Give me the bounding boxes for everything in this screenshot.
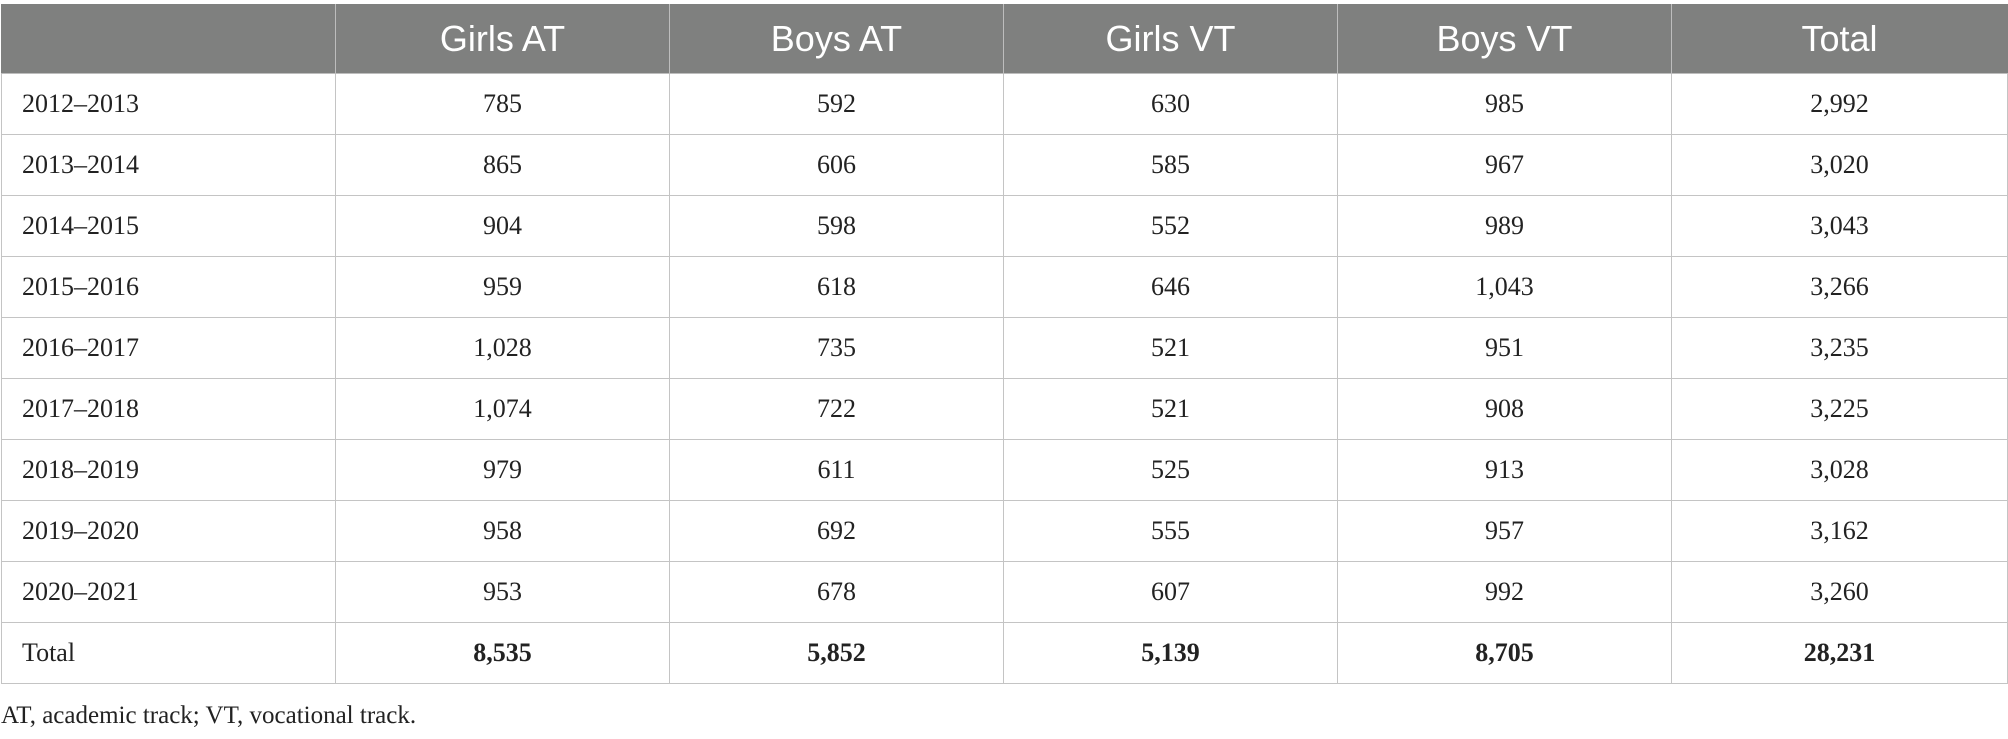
header-cell-girls-at: Girls AT	[335, 4, 670, 74]
table-body: 2012–2013 785 592 630 985 2,992 2013–201…	[1, 73, 2008, 684]
row-label-cell: 2019–2020	[1, 500, 336, 562]
table-footnote: AT, academic track; VT, vocational track…	[1, 702, 417, 729]
value-cell: 908	[1337, 378, 1672, 440]
table-total-row: Total 8,535 5,852 5,139 8,705 28,231	[1, 622, 2008, 684]
row-label-cell: 2015–2016	[1, 256, 336, 318]
row-label-cell: 2018–2019	[1, 439, 336, 501]
value-cell: 1,028	[335, 317, 670, 379]
total-value-cell: 28,231	[1671, 622, 2008, 684]
value-cell: 630	[1003, 73, 1338, 135]
row-label-cell: 2020–2021	[1, 561, 336, 623]
value-cell: 678	[669, 561, 1004, 623]
value-cell: 958	[335, 500, 670, 562]
row-label-cell: 2016–2017	[1, 317, 336, 379]
value-cell: 3,225	[1671, 378, 2008, 440]
header-cell-year	[1, 4, 336, 74]
total-value-cell: 8,535	[335, 622, 670, 684]
table-row: 2017–2018 1,074 722 521 908 3,225	[1, 378, 2008, 440]
header-cell-total: Total	[1671, 4, 2008, 74]
header-cell-boys-vt: Boys VT	[1337, 4, 1672, 74]
table-row: 2012–2013 785 592 630 985 2,992	[1, 73, 2008, 135]
value-cell: 985	[1337, 73, 1672, 135]
value-cell: 607	[1003, 561, 1338, 623]
value-cell: 592	[669, 73, 1004, 135]
table-row: 2015–2016 959 618 646 1,043 3,266	[1, 256, 2008, 318]
value-cell: 555	[1003, 500, 1338, 562]
value-cell: 992	[1337, 561, 1672, 623]
value-cell: 957	[1337, 500, 1672, 562]
table-row: 2018–2019 979 611 525 913 3,028	[1, 439, 2008, 501]
value-cell: 722	[669, 378, 1004, 440]
value-cell: 904	[335, 195, 670, 257]
value-cell: 1,043	[1337, 256, 1672, 318]
value-cell: 1,074	[335, 378, 670, 440]
value-cell: 606	[669, 134, 1004, 196]
value-cell: 552	[1003, 195, 1338, 257]
value-cell: 521	[1003, 317, 1338, 379]
value-cell: 951	[1337, 317, 1672, 379]
value-cell: 3,020	[1671, 134, 2008, 196]
value-cell: 3,260	[1671, 561, 2008, 623]
row-label-cell: 2014–2015	[1, 195, 336, 257]
value-cell: 953	[335, 561, 670, 623]
value-cell: 646	[1003, 256, 1338, 318]
value-cell: 598	[669, 195, 1004, 257]
data-table: Girls AT Boys AT Girls VT Boys VT Total …	[1, 4, 2008, 684]
row-label-cell: 2017–2018	[1, 378, 336, 440]
table-row: 2014–2015 904 598 552 989 3,043	[1, 195, 2008, 257]
value-cell: 692	[669, 500, 1004, 562]
value-cell: 913	[1337, 439, 1672, 501]
value-cell: 967	[1337, 134, 1672, 196]
value-cell: 611	[669, 439, 1004, 501]
value-cell: 865	[335, 134, 670, 196]
table-row: 2016–2017 1,028 735 521 951 3,235	[1, 317, 2008, 379]
header-row: Girls AT Boys AT Girls VT Boys VT Total	[1, 4, 2008, 74]
value-cell: 2,992	[1671, 73, 2008, 135]
value-cell: 3,235	[1671, 317, 2008, 379]
value-cell: 3,266	[1671, 256, 2008, 318]
value-cell: 585	[1003, 134, 1338, 196]
header-cell-boys-at: Boys AT	[669, 4, 1004, 74]
data-table-container: Girls AT Boys AT Girls VT Boys VT Total …	[1, 4, 2008, 684]
value-cell: 3,028	[1671, 439, 2008, 501]
table-row: 2019–2020 958 692 555 957 3,162	[1, 500, 2008, 562]
total-value-cell: 5,139	[1003, 622, 1338, 684]
total-value-cell: 5,852	[669, 622, 1004, 684]
value-cell: 979	[335, 439, 670, 501]
row-label-cell: 2013–2014	[1, 134, 336, 196]
table-row: 2013–2014 865 606 585 967 3,020	[1, 134, 2008, 196]
total-value-cell: 8,705	[1337, 622, 1672, 684]
value-cell: 525	[1003, 439, 1338, 501]
total-row-label-cell: Total	[1, 622, 336, 684]
value-cell: 3,043	[1671, 195, 2008, 257]
row-label-cell: 2012–2013	[1, 73, 336, 135]
value-cell: 989	[1337, 195, 1672, 257]
value-cell: 959	[335, 256, 670, 318]
value-cell: 735	[669, 317, 1004, 379]
table-row: 2020–2021 953 678 607 992 3,260	[1, 561, 2008, 623]
value-cell: 3,162	[1671, 500, 2008, 562]
value-cell: 521	[1003, 378, 1338, 440]
value-cell: 785	[335, 73, 670, 135]
value-cell: 618	[669, 256, 1004, 318]
header-cell-girls-vt: Girls VT	[1003, 4, 1338, 74]
